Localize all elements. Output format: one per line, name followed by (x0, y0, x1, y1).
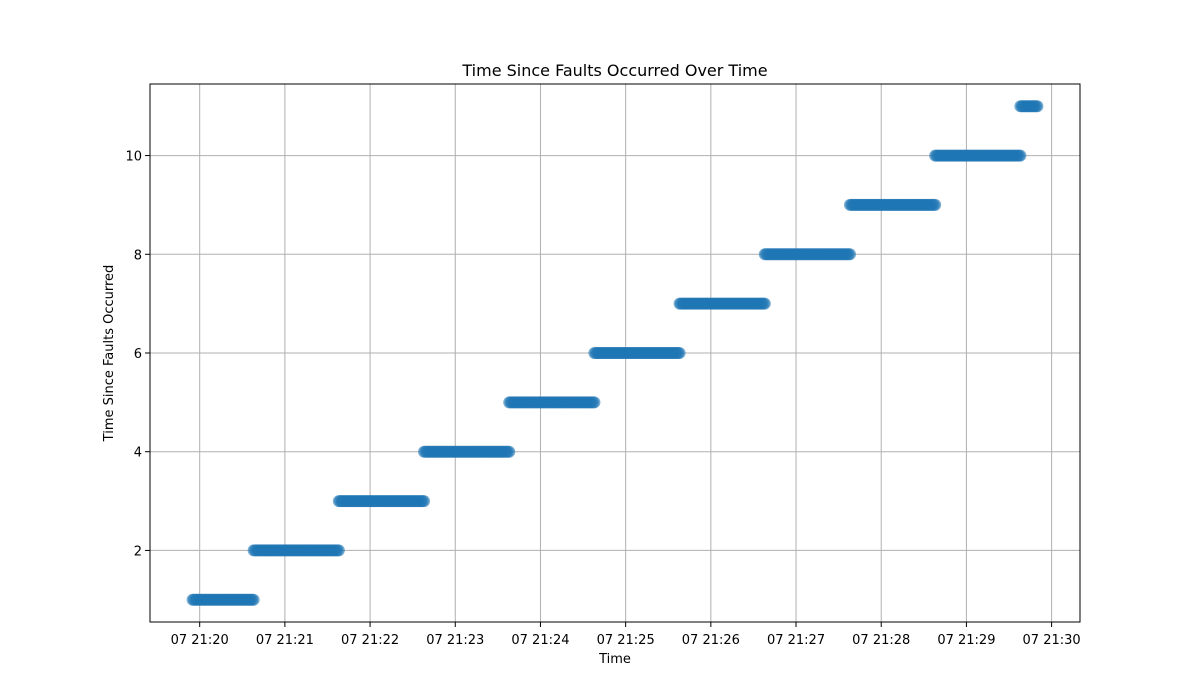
scatter-run (673, 297, 771, 310)
scatter-point (929, 198, 942, 211)
scatter-point (673, 347, 686, 359)
scatter-run (503, 396, 601, 409)
scatter-point (1014, 149, 1027, 162)
y-tick-label: 8 (134, 248, 142, 263)
scatter-point (332, 544, 345, 557)
x-tick-label: 07 21:25 (597, 633, 655, 648)
x-tick-label: 07 21:23 (426, 633, 484, 648)
scatter-run (247, 544, 345, 557)
chart-title: Time Since Faults Occurred Over Time (461, 61, 767, 80)
scatter-point (503, 445, 516, 458)
scatter-point (758, 297, 771, 310)
scatter-point (588, 396, 601, 409)
scatter-point (843, 248, 856, 261)
x-axis-title: Time (598, 652, 631, 667)
x-tick-label: 07 21:27 (767, 633, 825, 648)
y-axis-ticks: 2 4 6 8 10 (125, 150, 150, 559)
scatter-run (843, 198, 942, 211)
scatter-point (1031, 100, 1044, 113)
x-tick-label: 07 21:22 (341, 633, 399, 648)
x-tick-label: 07 21:28 (852, 633, 910, 648)
y-tick-label: 2 (134, 544, 142, 559)
y-tick-label: 6 (134, 347, 142, 362)
scatter-point (418, 495, 431, 508)
x-tick-label: 07 21:26 (682, 633, 740, 648)
x-axis-ticks: 07 21:20 07 21:21 07 21:22 07 21:23 07 21:24… (171, 622, 1081, 648)
x-tick-label: 07 21:21 (256, 633, 314, 648)
scatter-run (758, 248, 856, 261)
scatter-run (588, 347, 686, 359)
y-tick-label: 4 (134, 446, 142, 461)
scatter-run (332, 495, 431, 508)
scatter-run (186, 593, 260, 606)
y-tick-label: 10 (125, 150, 142, 165)
scatter-run (929, 149, 1027, 162)
scatter-point (247, 593, 260, 606)
x-tick-label: 07 21:30 (1023, 633, 1081, 648)
x-tick-label: 07 21:20 (171, 633, 229, 648)
x-tick-label: 07 21:24 (511, 633, 569, 648)
scatter-points (186, 100, 1044, 606)
scatter-run (1014, 100, 1044, 113)
y-axis-title: Time Since Faults Occurred (102, 265, 117, 443)
scatter-run (418, 445, 516, 458)
x-tick-label: 07 21:29 (937, 633, 995, 648)
